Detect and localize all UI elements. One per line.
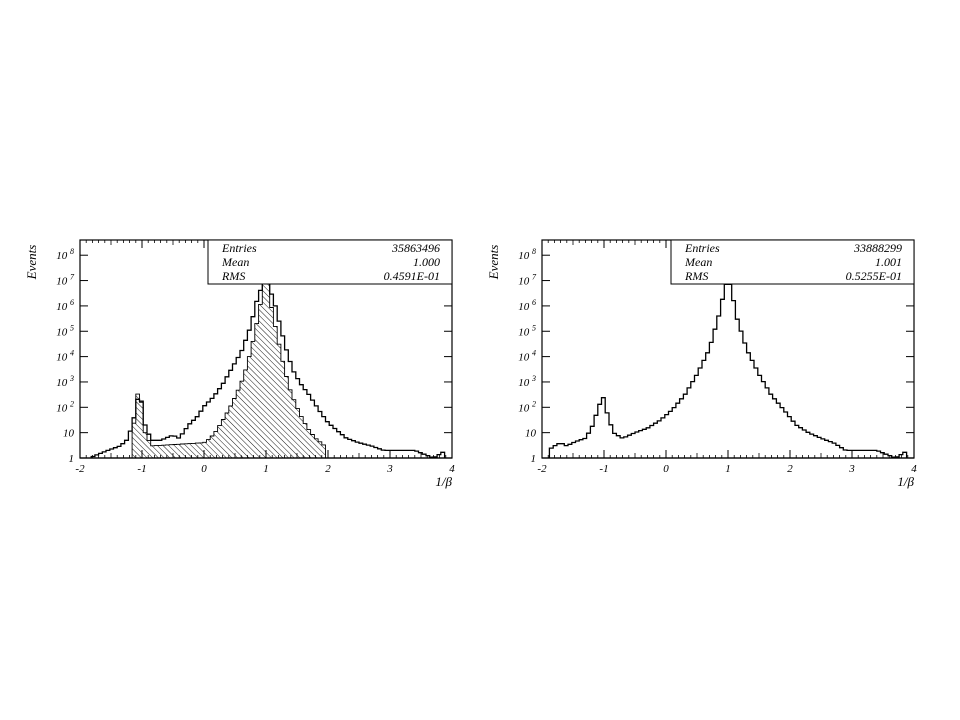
y-tick-label: 10 [63,428,75,440]
stats-entries-value: 33888299 [853,241,902,255]
x-tick-label: 3 [848,463,855,475]
histogram-panel-left: -2 -1 0 1 2 3 4 1 10 10 2 10 3 10 4 10 5 10 6 10 7 10 8… [24,239,455,489]
x-axis-title: 1/β [435,474,452,489]
y-tick-label: 10 7 [56,273,75,288]
stats-entries-value: 35863496 [391,241,440,255]
y-tick-label: 10 8 [56,247,74,262]
x-tick-label: 2 [787,463,793,475]
x-tick-label: 4 [449,463,455,475]
y-tick-label: 10 [525,428,537,440]
stats-box: Entries 35863496 Mean 1.000 RMS 0.4591E-… [207,239,453,285]
stats-rms-label: RMS [684,269,708,283]
series-layer [542,283,914,459]
stats-rms-value: 0.5255E-01 [846,269,902,283]
y-tick-label: 10 5 [56,323,74,338]
x-tick-label: 1 [725,463,731,475]
stats-rms-value: 0.4591E-01 [384,269,440,283]
histogram-hatched-series [80,280,452,459]
x-tick-label: -2 [537,463,547,475]
stats-rms-label: RMS [221,269,245,283]
y-tick-label: 10 2 [518,399,536,414]
y-tick-label: 10 6 [56,298,74,313]
x-tick-label: -1 [599,463,608,475]
stats-mean-value: 1.001 [875,255,902,269]
stats-entries-label: Entries [684,241,720,255]
y-tick-label: 1 [531,453,537,465]
tick-layer: -2 -1 0 1 2 3 4 1 10 10 2 10 3 10 4 10 5 10 6 10 7 10 8 [56,240,455,475]
series-layer [80,280,452,459]
y-tick-label: 10 4 [518,349,536,364]
y-axis-title: Events [486,245,501,281]
stats-mean-value: 1.000 [413,255,440,269]
histogram-panel-right: -2 -1 0 1 2 3 4 1 10 10 2 10 3 10 4 10 5 10 6 10 7 10 8… [486,239,917,489]
stats-mean-label: Mean [221,255,249,269]
stats-mean-label: Mean [684,255,712,269]
y-tick-label: 10 6 [518,298,536,313]
y-axis-title: Events [24,245,39,281]
x-tick-label: 4 [911,463,917,475]
stats-entries-label: Entries [221,241,257,255]
y-tick-label: 10 4 [56,349,74,364]
y-tick-label: 10 8 [518,247,536,262]
y-tick-label: 10 3 [518,374,536,389]
y-tick-label: 1 [69,453,75,465]
x-axis-title: 1/β [897,474,914,489]
x-tick-label: -2 [75,463,85,475]
x-tick-label: 1 [263,463,269,475]
x-tick-label: 0 [201,463,207,475]
y-tick-label: 10 7 [518,273,537,288]
x-tick-label: 3 [386,463,393,475]
y-tick-label: 10 2 [56,399,74,414]
x-tick-label: 2 [325,463,331,475]
x-tick-label: 0 [663,463,669,475]
y-tick-label: 10 3 [56,374,74,389]
x-tick-label: -1 [137,463,146,475]
stats-box: Entries 33888299 Mean 1.001 RMS 0.5255E-… [670,239,915,285]
histogram-outline-series [542,283,914,459]
y-tick-label: 10 5 [518,323,536,338]
